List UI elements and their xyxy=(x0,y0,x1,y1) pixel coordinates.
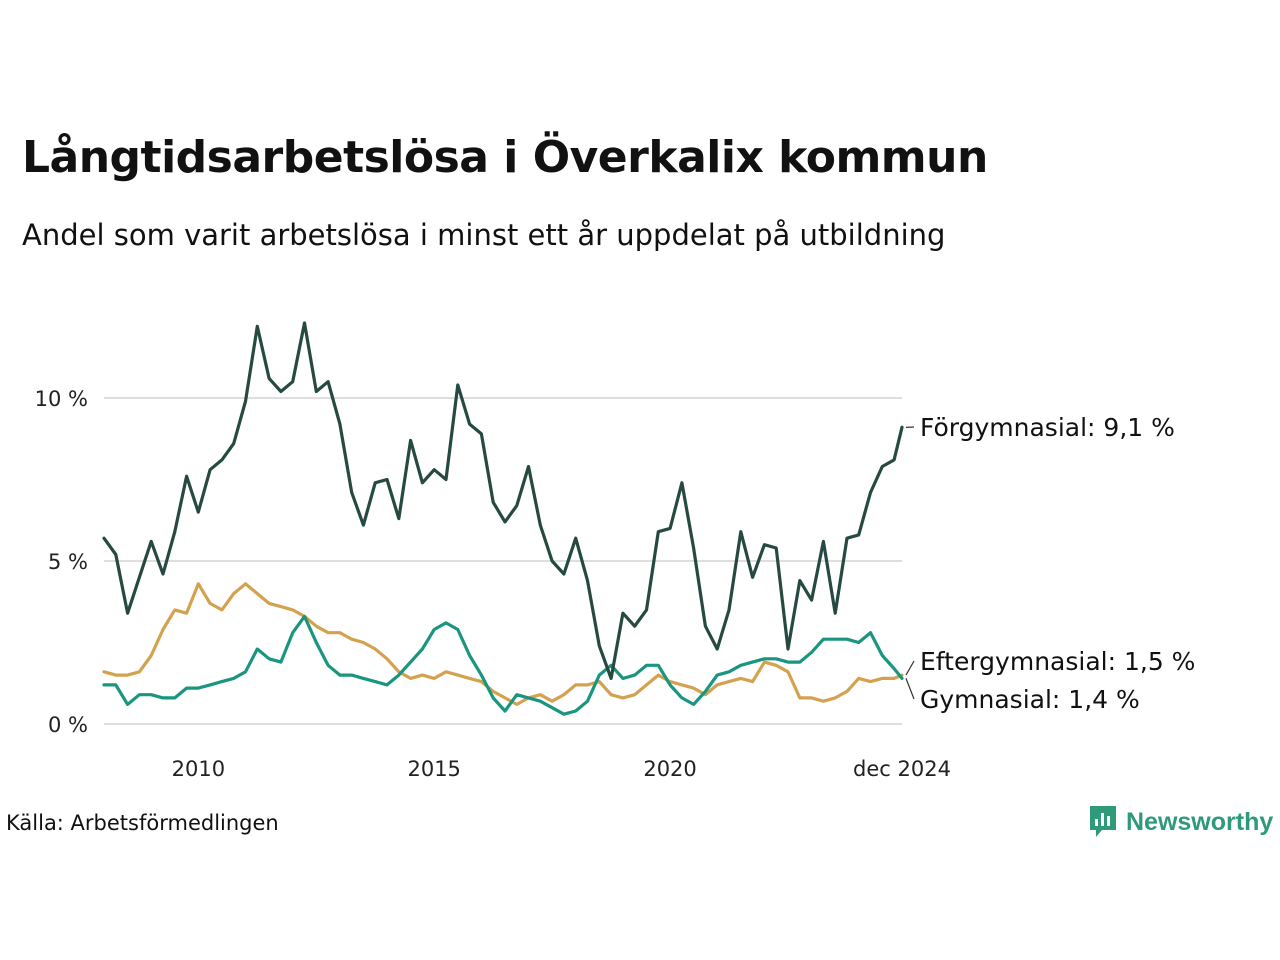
newsworthy-logo-icon xyxy=(1090,806,1116,837)
series-end-labels: Förgymnasial: 9,1 % Eftergymnasial: 1,5 %… xyxy=(905,413,1195,714)
grid-lines xyxy=(104,397,902,725)
chart-title: Långtidsarbetslösa i Överkalix kommun xyxy=(22,132,988,183)
x-tick-label: 2020 xyxy=(643,757,696,781)
series-lines xyxy=(102,321,904,716)
series-end-label-eftergymnasial: Eftergymnasial: 1,5 % xyxy=(920,647,1195,676)
x-tick-label: dec 2024 xyxy=(853,757,951,781)
x-tick-label: 2015 xyxy=(407,757,460,781)
y-tick-label: 10 % xyxy=(35,387,88,411)
series-end-label-förgymnasial: Förgymnasial: 9,1 % xyxy=(920,413,1175,442)
brand-name: Newsworthy xyxy=(1126,807,1274,836)
label-leader-line xyxy=(905,660,915,676)
series-line-gymnasial xyxy=(102,614,904,716)
x-axis-ticks: 2010 2015 2020 dec 2024 xyxy=(172,757,951,781)
brand-logo: Newsworthy xyxy=(1088,804,1273,840)
y-tick-label: 5 % xyxy=(48,550,88,574)
series-end-label-gymnasial: Gymnasial: 1,4 % xyxy=(920,685,1140,714)
y-tick-label: 0 % xyxy=(48,713,88,737)
y-axis-ticks: 0 % 5 % 10 % xyxy=(35,387,88,737)
label-leader-line xyxy=(905,678,915,700)
series-line-förgymnasial xyxy=(102,321,904,681)
series-line-eftergymnasial xyxy=(102,582,904,707)
chart-subtitle: Andel som varit arbetslösa i minst ett å… xyxy=(22,218,946,252)
x-tick-label: 2010 xyxy=(172,757,225,781)
source-note: Källa: Arbetsförmedlingen xyxy=(6,811,279,835)
